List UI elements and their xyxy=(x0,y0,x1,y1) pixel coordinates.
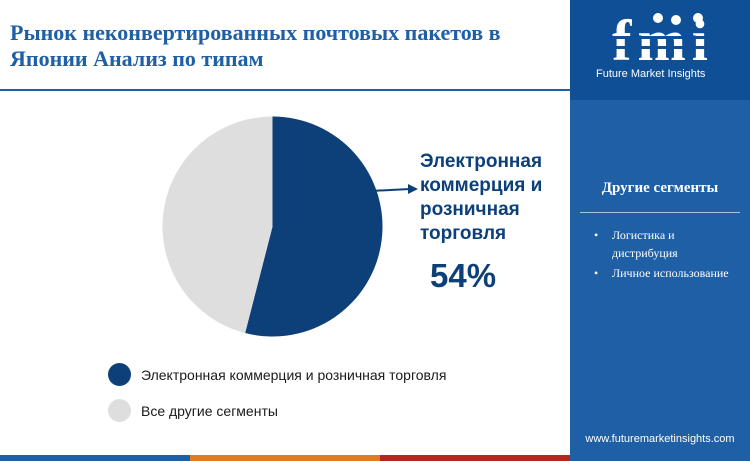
logo-subtitle: Future Market Insights xyxy=(596,68,706,80)
logo-area: fmi Future Market Insights xyxy=(570,0,750,100)
segments-divider xyxy=(580,212,740,213)
legend-swatch-other xyxy=(108,399,131,422)
legend-item-ecommerce: Электронная коммерция и розничная торгов… xyxy=(108,362,446,387)
legend: Электронная коммерция и розничная торгов… xyxy=(108,362,446,434)
legend-item-other: Все другие сегменты xyxy=(108,398,446,423)
page-title: Рынок неконвертированных почтовых пакето… xyxy=(10,20,501,71)
bottom-bar-segment xyxy=(380,455,570,461)
sidebar: fmi Future Market Insights Другие сегмен… xyxy=(570,0,750,461)
fmi-logo-icon: fmi xyxy=(596,8,730,68)
legend-label: Все другие сегменты xyxy=(141,402,278,419)
callout-label: Электронная коммерция и розничная торгов… xyxy=(420,151,543,244)
callout-percent: 54% xyxy=(430,257,497,294)
website-url: www.futuremarketinsights.com xyxy=(585,433,735,445)
legend-swatch-ecommerce xyxy=(108,363,131,386)
bottom-color-bar xyxy=(0,455,750,461)
callout-arrow xyxy=(369,184,418,194)
title-divider xyxy=(0,89,570,91)
segments-list: Логистика и дистрибуция Личное использов… xyxy=(588,226,738,284)
pie-slice-ecommerce xyxy=(245,116,383,337)
legend-label: Электронная коммерция и розничная торгов… xyxy=(141,366,447,383)
bottom-bar-segment xyxy=(190,455,380,461)
segments-title: Другие сегменты xyxy=(601,180,719,196)
bottom-bar-segment xyxy=(0,455,190,461)
pie-chart xyxy=(162,116,383,337)
segment-item: Логистика и дистрибуция xyxy=(588,226,738,262)
segment-item: Личное использование xyxy=(588,264,738,282)
bottom-bar-segment xyxy=(570,455,750,461)
pie-slice-other xyxy=(162,116,273,334)
main-panel: Рынок неконвертированных почтовых пакето… xyxy=(0,20,570,434)
